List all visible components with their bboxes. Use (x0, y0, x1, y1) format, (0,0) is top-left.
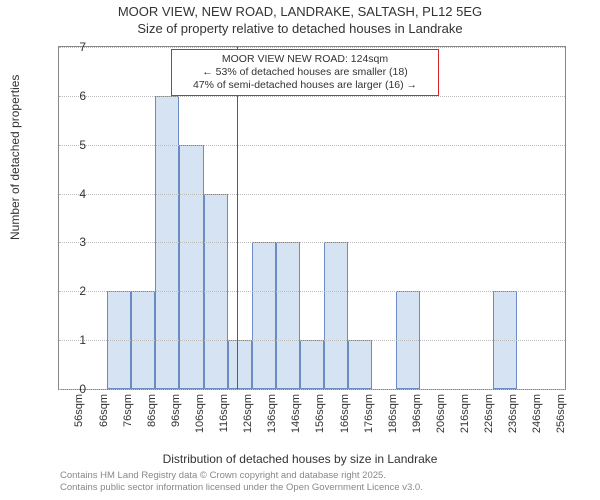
x-tick-label: 116sqm (218, 394, 230, 454)
x-tick-label: 86sqm (146, 394, 158, 454)
x-tick-label: 186sqm (387, 394, 399, 454)
histogram-bar (179, 145, 203, 389)
x-tick-label: 76sqm (122, 394, 134, 454)
histogram-bar (276, 242, 300, 389)
reference-line (237, 47, 238, 389)
plot-area: MOOR VIEW NEW ROAD: 124sqm← 53% of detac… (58, 46, 566, 390)
chart-title: MOOR VIEW, NEW ROAD, LANDRAKE, SALTASH, … (0, 4, 600, 19)
x-tick-label: 136sqm (266, 394, 278, 454)
gridline (59, 291, 565, 292)
footer-line-1: Contains HM Land Registry data © Crown c… (60, 470, 423, 482)
histogram-bar (324, 242, 348, 389)
annotation-line: MOOR VIEW NEW ROAD: 124sqm (178, 53, 432, 66)
x-axis-label: Distribution of detached houses by size … (0, 452, 600, 466)
x-tick-label: 106sqm (194, 394, 206, 454)
annotation-box: MOOR VIEW NEW ROAD: 124sqm← 53% of detac… (171, 49, 439, 96)
histogram-bar (300, 340, 324, 389)
gridline (59, 389, 565, 390)
y-axis-label: Number of detached properties (8, 75, 22, 240)
footer-line-2: Contains public sector information licen… (60, 482, 423, 494)
histogram-bar (348, 340, 372, 389)
annotation-line: ← 53% of detached houses are smaller (18… (178, 66, 432, 79)
x-tick-label: 196sqm (411, 394, 423, 454)
histogram-bar (252, 242, 276, 389)
footer-attribution: Contains HM Land Registry data © Crown c… (60, 470, 423, 494)
y-tick-label: 5 (56, 138, 86, 152)
x-tick-label: 146sqm (290, 394, 302, 454)
gridline (59, 194, 565, 195)
x-tick-label: 216sqm (459, 394, 471, 454)
x-tick-label: 176sqm (363, 394, 375, 454)
x-tick-label: 256sqm (555, 394, 567, 454)
histogram-bar (228, 340, 252, 389)
x-tick-label: 96sqm (170, 394, 182, 454)
x-tick-label: 206sqm (435, 394, 447, 454)
gridline (59, 242, 565, 243)
y-tick-label: 1 (56, 333, 86, 347)
x-tick-label: 156sqm (314, 394, 326, 454)
gridline (59, 340, 565, 341)
y-tick-label: 3 (56, 235, 86, 249)
gridline (59, 47, 565, 48)
x-tick-label: 226sqm (483, 394, 495, 454)
x-tick-label: 66sqm (98, 394, 110, 454)
annotation-line: 47% of semi-detached houses are larger (… (178, 79, 432, 92)
x-tick-label: 166sqm (339, 394, 351, 454)
x-tick-label: 246sqm (531, 394, 543, 454)
x-tick-label: 126sqm (242, 394, 254, 454)
x-tick-label: 56sqm (73, 394, 85, 454)
x-tick-label: 236sqm (507, 394, 519, 454)
y-tick-label: 6 (56, 89, 86, 103)
y-tick-label: 2 (56, 284, 86, 298)
y-tick-label: 7 (56, 40, 86, 54)
gridline (59, 145, 565, 146)
y-tick-label: 4 (56, 187, 86, 201)
chart-subtitle: Size of property relative to detached ho… (0, 21, 600, 36)
bars-layer (59, 47, 565, 389)
